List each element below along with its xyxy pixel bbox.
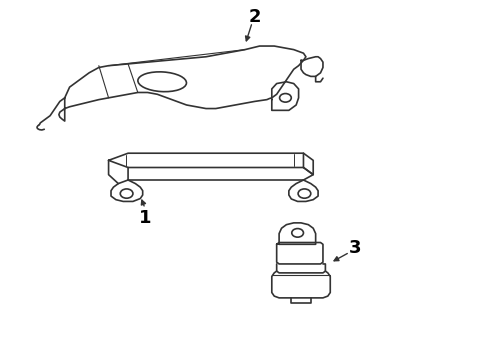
Text: 1: 1 <box>139 208 151 226</box>
Text: 2: 2 <box>248 9 261 27</box>
Text: 3: 3 <box>348 239 361 257</box>
